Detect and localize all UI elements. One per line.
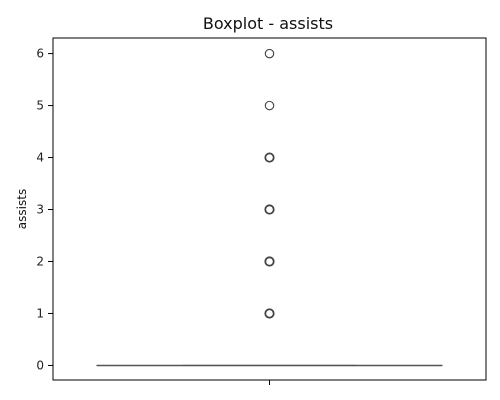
chart-title: Boxplot - assists	[203, 14, 333, 33]
y-axis: 0 1 2 3 4 5 6	[36, 47, 53, 372]
outlier-points	[264, 48, 275, 319]
outlier-point	[264, 48, 275, 59]
plot-frame	[52, 37, 487, 381]
y-tick-label: 0	[36, 358, 44, 372]
y-tick-label: 2	[36, 254, 44, 268]
plot-area: 0 1 2 3 4 5 6	[36, 37, 487, 385]
y-tick-label: 3	[36, 203, 44, 217]
y-tick-label: 4	[36, 151, 44, 165]
outlier-point	[264, 152, 275, 163]
outlier-point	[264, 256, 275, 267]
outlier-point	[264, 204, 275, 215]
y-tick-label: 1	[36, 306, 44, 320]
outlier-point	[264, 308, 275, 319]
y-axis-label: assists	[15, 189, 29, 229]
y-tick-label: 5	[36, 99, 44, 113]
outlier-point	[264, 100, 275, 111]
y-tick-label: 6	[36, 47, 44, 61]
